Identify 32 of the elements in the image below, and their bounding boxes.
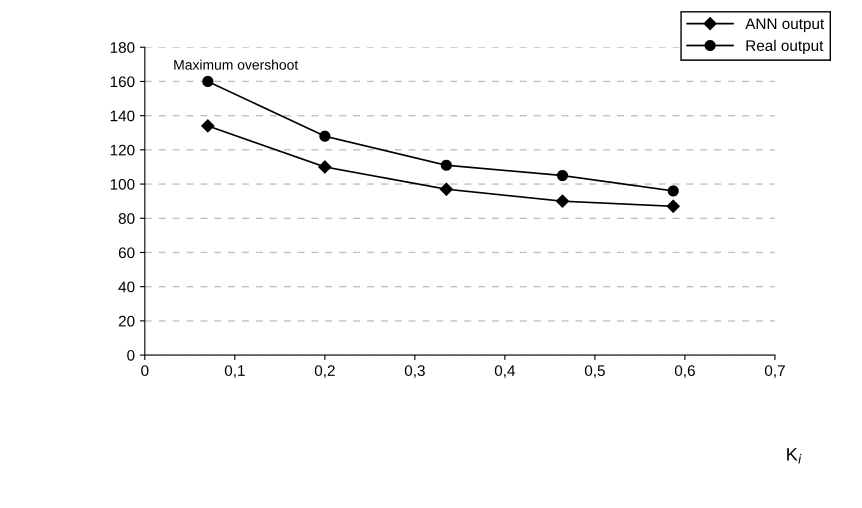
point	[318, 160, 332, 174]
point	[556, 170, 568, 182]
point	[440, 182, 453, 196]
y-tick-label: 80	[118, 213, 134, 224]
annotation: Maximum overshoot	[174, 60, 298, 70]
x-tick-label: 0,5	[584, 365, 605, 378]
point	[202, 76, 214, 88]
y-tick-label: 40	[118, 282, 134, 292]
point	[201, 119, 214, 133]
y-tick-label: 0	[127, 350, 134, 361]
y-tick-label: 180	[110, 42, 134, 53]
point	[440, 160, 452, 171]
x-tick-label: 0,4	[494, 365, 516, 378]
legend-label: Real output	[746, 40, 824, 54]
x-tick-label: 0,2	[314, 365, 335, 378]
point	[666, 200, 680, 213]
x-tick-label: 0,1	[224, 365, 245, 378]
y-tick-label: 60	[118, 247, 134, 258]
x-tick-label: 0,7	[764, 365, 785, 378]
point	[319, 130, 330, 142]
y-tick-label: 100	[110, 178, 134, 190]
point	[556, 194, 570, 208]
y-tick-label: 140	[110, 110, 134, 122]
x-tick-label: 0,3	[404, 365, 425, 378]
x-tick-label: 0	[141, 365, 148, 376]
point	[668, 185, 679, 196]
y-tick-label: 160	[110, 76, 134, 88]
legend-label: ANN output	[745, 18, 824, 32]
x-axis-title: K$_{i}$	[787, 448, 802, 464]
x-tick-label: 0,6	[674, 365, 695, 378]
y-tick-label: 120	[110, 144, 134, 156]
y-tick-label: 20	[118, 316, 134, 327]
